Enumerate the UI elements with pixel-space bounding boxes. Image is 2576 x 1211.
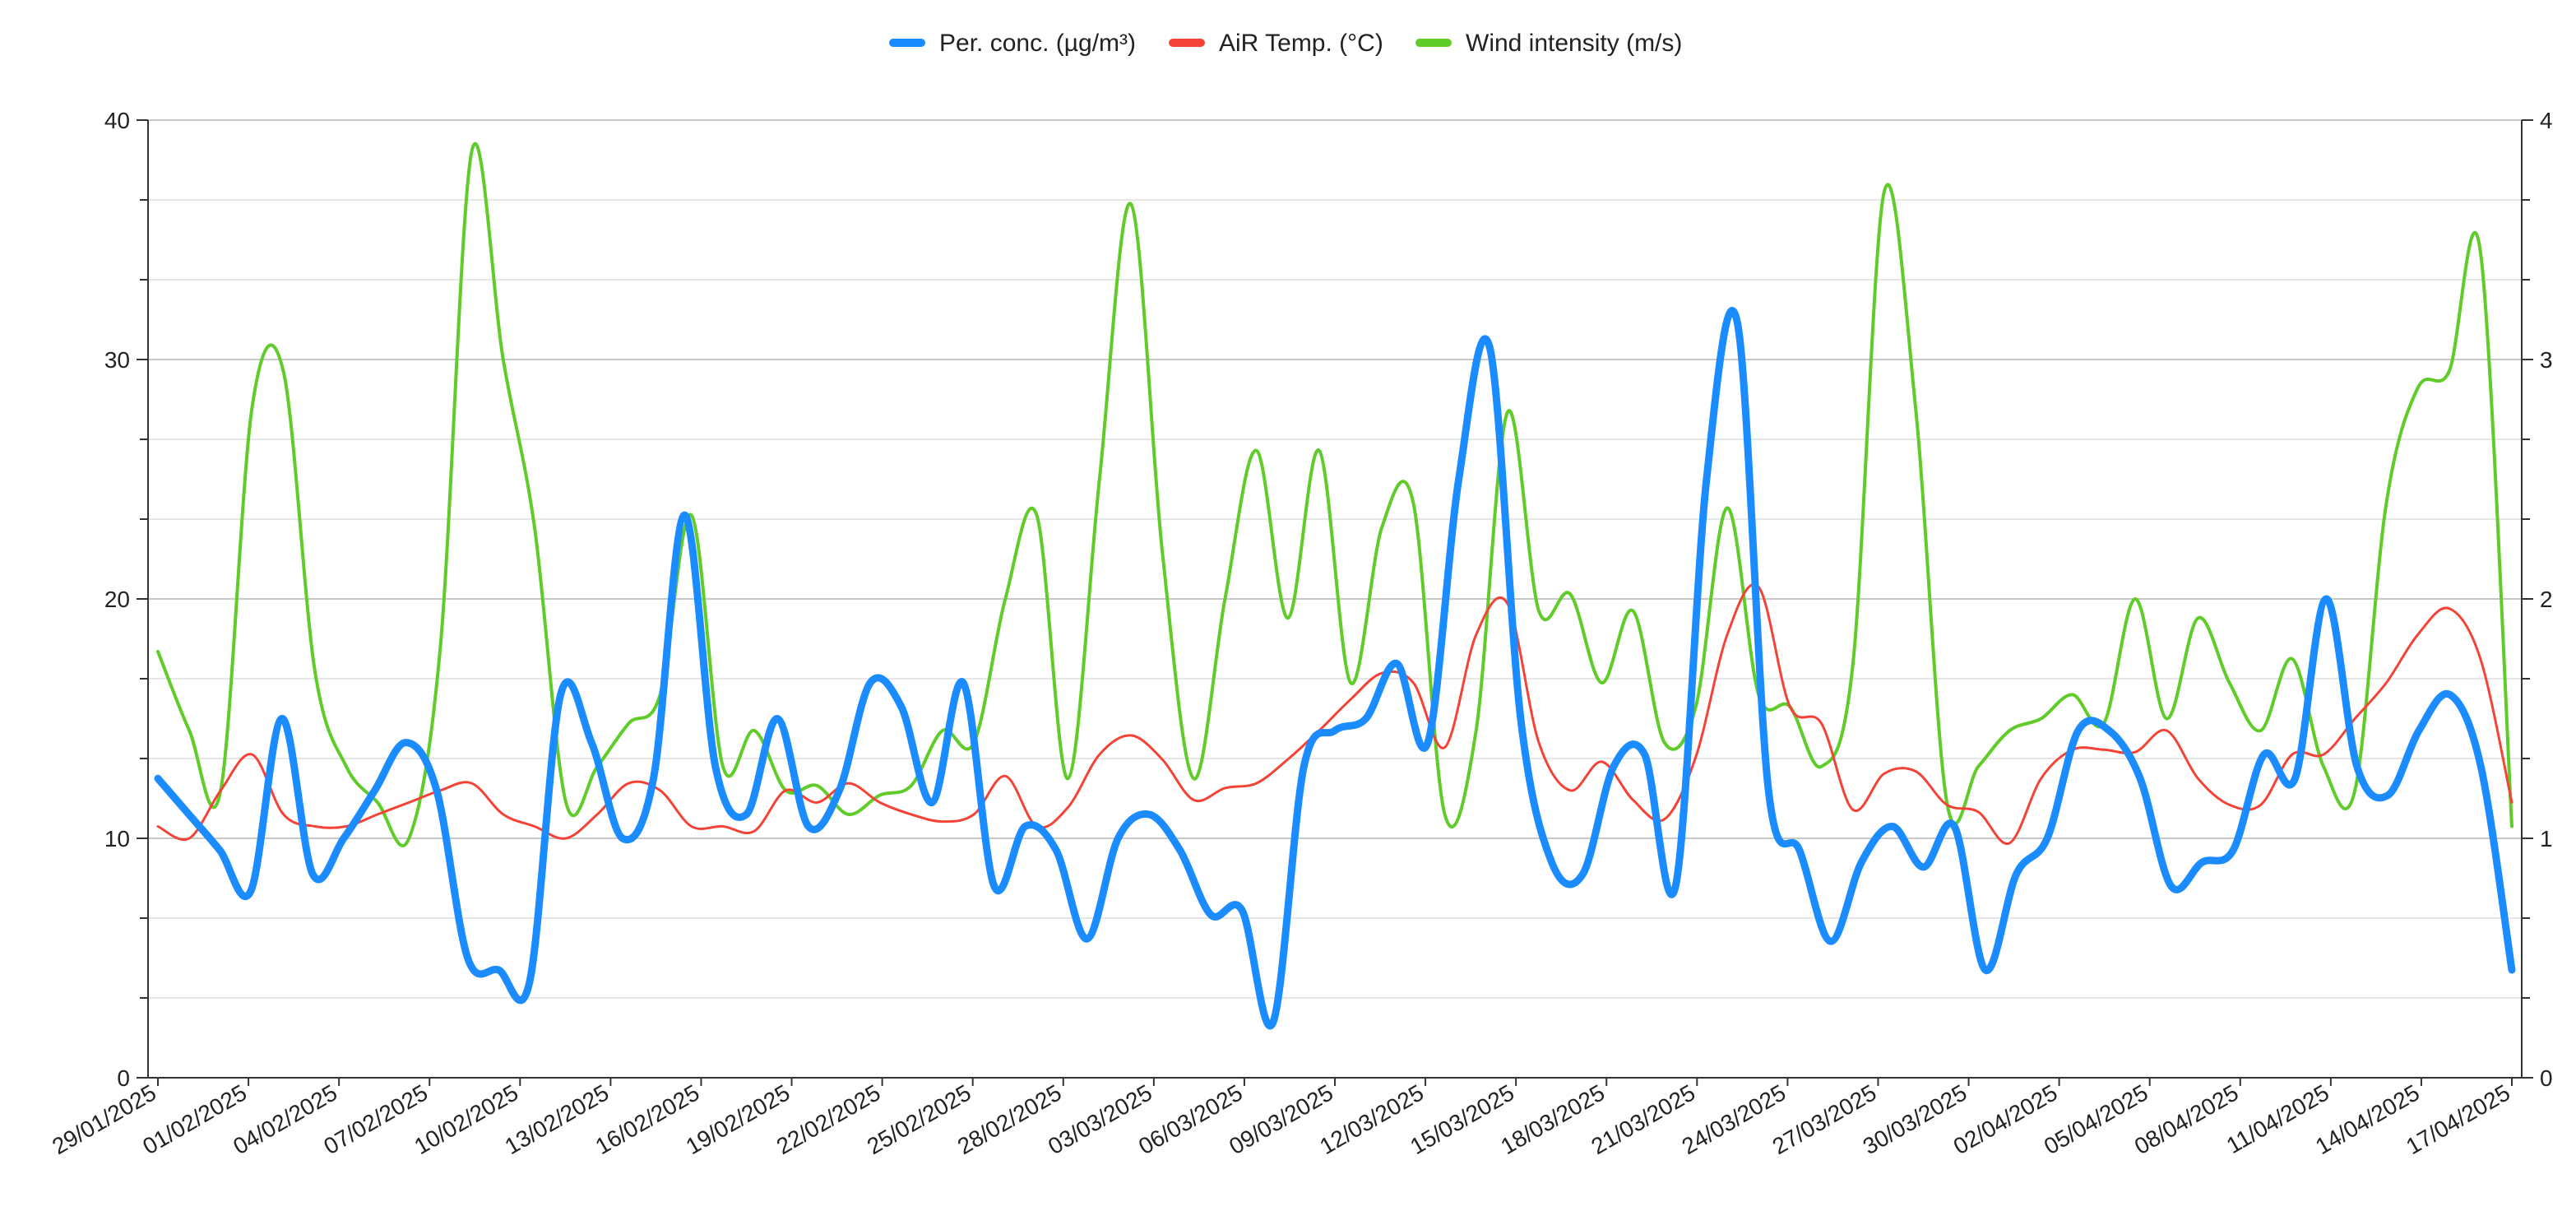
y2-tick-label: 2 [2540, 587, 2553, 612]
series-layer [154, 142, 2516, 1030]
series-line-per-conc-g-m [154, 307, 2516, 1030]
legend-label: AiR Temp. (°C) [1219, 30, 1383, 57]
x-tick-label: 17/04/2025 [2402, 1079, 2514, 1159]
gridlines [148, 119, 2522, 1079]
y-tick-label: 40 [104, 108, 130, 133]
legend-label: Wind intensity (m/s) [1466, 30, 1682, 57]
legend-label: Per. conc. (µg/m³) [939, 30, 1136, 57]
y-tick-label: 20 [104, 587, 130, 612]
series-line-air-temp-c [156, 583, 2513, 846]
y2-tick-label: 3 [2540, 347, 2553, 373]
series-line-wind-intensity-m-s [156, 142, 2513, 847]
y2-tick-label: 4 [2540, 108, 2553, 133]
y-tick-label: 10 [104, 826, 130, 851]
y-tick-label: 0 [117, 1065, 130, 1091]
x-tick-label: 08/04/2025 [2130, 1079, 2243, 1159]
axes: 0102030400123429/01/202501/02/202504/02/… [48, 108, 2552, 1159]
y2-tick-label: 0 [2540, 1065, 2553, 1091]
y-tick-label: 30 [104, 347, 130, 373]
legend: Per. conc. (µg/m³) AiR Temp. (°C) Wind int… [889, 30, 1682, 57]
y2-tick-label: 1 [2540, 826, 2553, 851]
